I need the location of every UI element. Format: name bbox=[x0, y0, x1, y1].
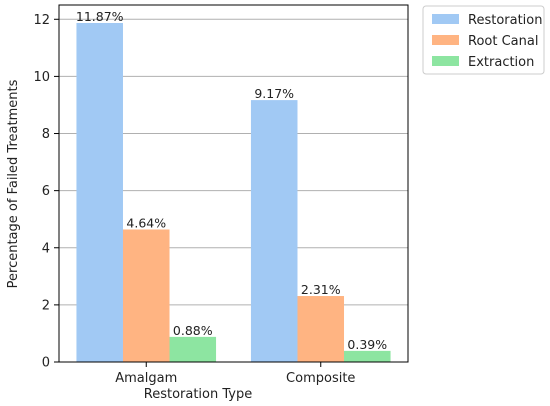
bar-value-label: 11.87% bbox=[76, 9, 124, 24]
y-tick-label: 4 bbox=[42, 241, 50, 256]
legend-swatch bbox=[432, 35, 459, 45]
bar-value-label: 2.31% bbox=[301, 282, 341, 297]
y-tick-label: 10 bbox=[33, 70, 50, 85]
x-tick-label: Composite bbox=[286, 371, 355, 386]
bar-value-label: 0.39% bbox=[347, 337, 387, 352]
bar-value-label: 9.17% bbox=[254, 86, 294, 101]
bar-root-canal-amalgam bbox=[122, 229, 170, 362]
legend-label: Restoration bbox=[468, 13, 542, 28]
x-tick-label: Amalgam bbox=[115, 371, 177, 386]
y-tick-label: 2 bbox=[42, 298, 50, 313]
y-tick-label: 8 bbox=[42, 127, 50, 142]
legend-label: Extraction bbox=[468, 55, 534, 70]
legend-swatch bbox=[432, 14, 459, 24]
y-tick-label: 0 bbox=[42, 356, 50, 371]
bar-value-label: 4.64% bbox=[126, 215, 166, 230]
legend-label: Root Canal bbox=[468, 34, 538, 49]
bar-value-labels: 11.87% 4.64% 0.88% 9.17% 2.31% 0.39% bbox=[76, 9, 387, 352]
bar-root-canal-composite bbox=[297, 296, 345, 362]
plot-frame bbox=[58, 4, 409, 363]
bars bbox=[76, 22, 391, 363]
legend: Restoration Root Canal Extraction bbox=[422, 5, 545, 75]
y-tick-label: 12 bbox=[33, 13, 50, 28]
bar-extraction-composite bbox=[344, 350, 391, 362]
bar-restoration-composite bbox=[250, 100, 298, 362]
bar-restoration-amalgam bbox=[76, 22, 123, 363]
x-axis-label: Restoration Type bbox=[144, 387, 252, 402]
bar-value-label: 0.88% bbox=[173, 323, 213, 338]
x-axis-ticks: Amalgam Composite bbox=[115, 362, 355, 386]
y-axis-ticks: 0 2 4 6 8 10 12 bbox=[33, 13, 59, 371]
y-axis-label: Percentage of Failed Treatments bbox=[6, 79, 21, 288]
legend-swatch bbox=[432, 56, 459, 66]
bar-extraction-amalgam bbox=[169, 336, 217, 362]
y-tick-label: 6 bbox=[42, 184, 50, 199]
